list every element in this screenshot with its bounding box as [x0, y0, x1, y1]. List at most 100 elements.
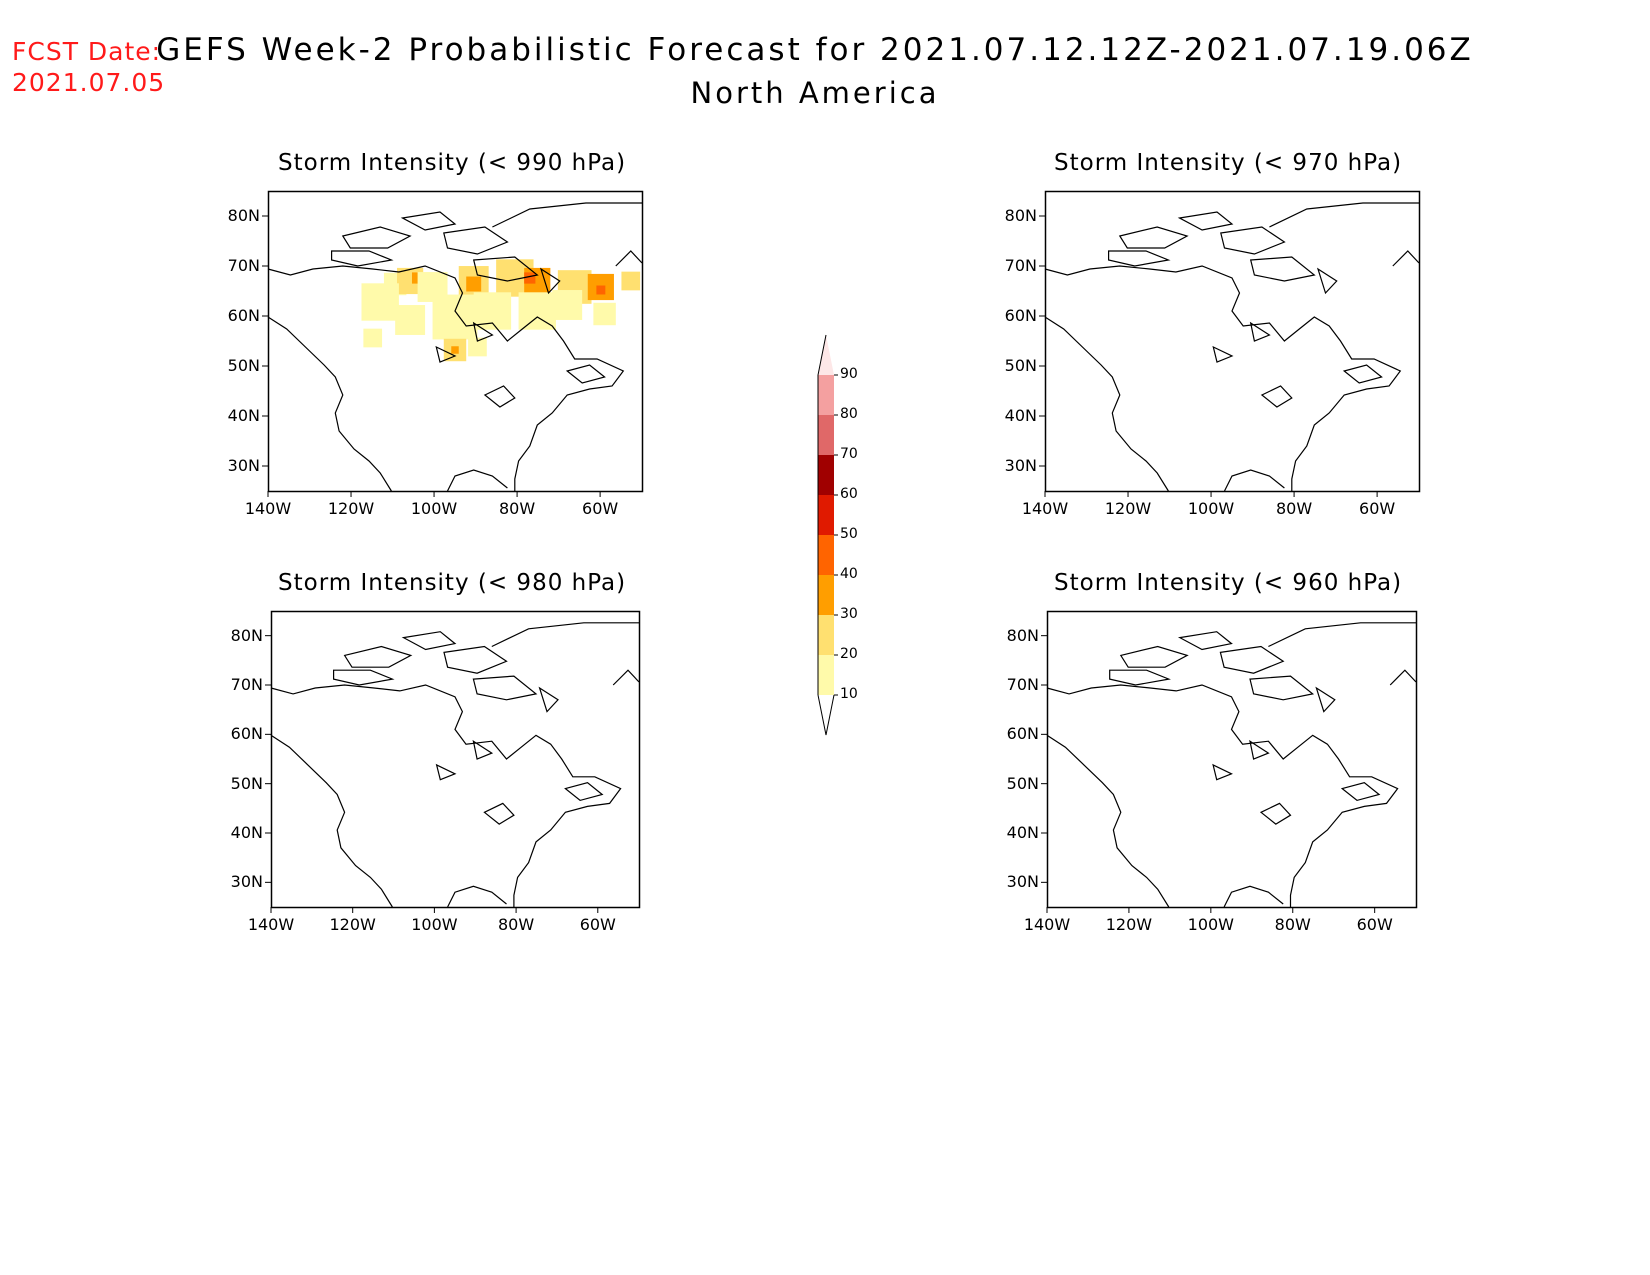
island-outline — [435, 763, 457, 781]
lat-label: 70N — [1004, 256, 1037, 275]
colorbar-label: 30 — [840, 606, 858, 622]
island-outline — [343, 645, 413, 668]
lat-label: 70N — [1006, 675, 1039, 694]
coastline — [1392, 250, 1420, 267]
island-outline — [1118, 226, 1189, 249]
lon-label: 100W — [411, 915, 458, 934]
island-outline — [1220, 226, 1286, 255]
lat-label: 30N — [1004, 456, 1037, 475]
map-frame — [267, 190, 644, 493]
panel-4-title: Storm Intensity (< 960 hPa) — [1054, 570, 1403, 596]
map-frame — [270, 610, 641, 909]
island-outline — [472, 675, 538, 701]
lon-label: 140W — [244, 499, 292, 518]
island-outline — [483, 802, 515, 825]
lat-label: 80N — [227, 206, 260, 225]
map-frame — [1046, 610, 1418, 909]
island-outline — [1249, 739, 1270, 760]
probability-cell — [361, 283, 399, 321]
island-outline — [1212, 763, 1233, 781]
map-panel-1 — [262, 190, 644, 497]
colorbar-label: 90 — [840, 366, 858, 382]
coastline — [1223, 885, 1284, 908]
coastline — [270, 684, 622, 907]
lat-label: 40N — [1006, 823, 1039, 842]
island-outline — [1249, 675, 1315, 701]
lat-label: 30N — [227, 456, 260, 475]
coastline — [1046, 684, 1399, 907]
lat-label: 50N — [227, 356, 260, 375]
island-outline — [1219, 645, 1285, 674]
colorbar-label: 80 — [840, 406, 858, 422]
lat-label: 60N — [227, 306, 260, 325]
colorbar-label: 20 — [840, 646, 858, 662]
lon-label: 100W — [1187, 499, 1235, 518]
island-outline — [443, 645, 508, 674]
colorbar-bottom-arrow — [817, 694, 835, 736]
probability-cell — [596, 285, 606, 295]
fcst-date-label: FCST Date: — [12, 37, 162, 66]
lon-label: 140W — [1023, 915, 1071, 934]
island-outline — [1107, 250, 1171, 267]
island-outline — [1315, 686, 1336, 713]
lat-label: 40N — [1004, 406, 1037, 425]
lon-label: 60W — [582, 499, 619, 518]
island-outline — [565, 364, 606, 384]
coastline — [615, 250, 643, 267]
lon-label: 120W — [1104, 499, 1152, 518]
island-outline — [564, 782, 604, 802]
lat-label: 40N — [227, 406, 260, 425]
colorbar-label: 70 — [840, 446, 858, 462]
lat-label: 80N — [1004, 206, 1037, 225]
lat-label: 50N — [1004, 356, 1037, 375]
coastline — [267, 316, 392, 492]
island-outline — [1249, 256, 1316, 282]
coastline — [492, 202, 642, 228]
island-outline — [1249, 321, 1271, 342]
lat-label: 70N — [227, 256, 260, 275]
colorbar-segment — [818, 655, 834, 695]
island-outline — [330, 250, 394, 267]
panel-1-title: Storm Intensity (< 990 hPa) — [278, 150, 627, 176]
island-outline — [401, 631, 457, 651]
colorbar-segment — [818, 495, 834, 535]
coastline — [270, 734, 393, 908]
probability-cell — [468, 337, 487, 357]
lat-label: 30N — [230, 872, 263, 892]
coastline — [1223, 469, 1285, 492]
map-panel-2 — [1039, 190, 1421, 497]
map-panel-4 — [1041, 610, 1418, 913]
lat-label: 80N — [230, 625, 263, 645]
island-outline — [1342, 364, 1383, 384]
lat-label: 30N — [1006, 872, 1039, 892]
panel-3-title: Storm Intensity (< 980 hPa) — [278, 570, 627, 596]
coastline — [267, 265, 625, 491]
lat-label: 70N — [230, 675, 263, 694]
colorbar — [817, 334, 838, 736]
page-subtitle: North America — [690, 76, 940, 110]
island-outline — [1109, 669, 1171, 686]
lon-label: 120W — [1105, 915, 1153, 934]
island-outline — [1177, 631, 1233, 651]
colorbar-segment — [818, 375, 834, 415]
forecast-date: FCST Date: 2021.07.05 — [12, 36, 165, 98]
page-title: GEFS Week-2 Probabilistic Forecast for 2… — [156, 32, 1474, 68]
lat-label: 60N — [230, 724, 263, 744]
lat-label: 50N — [1006, 773, 1039, 793]
probability-cell — [621, 271, 641, 291]
lat-label: 50N — [230, 773, 263, 793]
island-outline — [341, 226, 412, 249]
coastline — [1046, 734, 1170, 908]
island-outline — [332, 669, 395, 686]
colorbar-label: 40 — [840, 566, 858, 582]
island-outline — [1316, 267, 1338, 295]
lon-label: 60W — [1359, 499, 1396, 518]
lat-label: 40N — [230, 823, 263, 842]
island-outline — [472, 321, 494, 342]
island-outline — [1212, 345, 1234, 363]
coastline — [1044, 316, 1169, 492]
lat-label: 80N — [1006, 625, 1039, 645]
lon-label: 80W — [498, 499, 536, 518]
colorbar-label: 50 — [840, 526, 858, 542]
lon-label: 140W — [247, 915, 295, 934]
